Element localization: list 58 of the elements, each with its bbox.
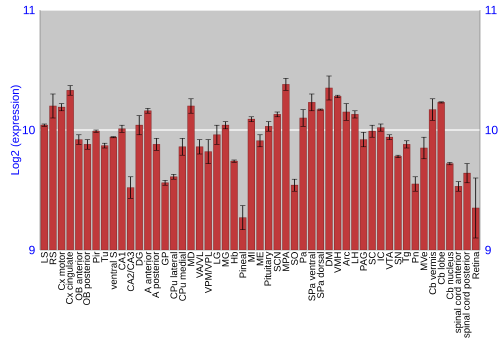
x-tick-label: Arc	[342, 252, 350, 266]
x-tick-label: MI	[248, 252, 255, 262]
x-tick-label: VMH	[334, 252, 341, 273]
x-tick-label: CA2/CA3	[127, 252, 134, 292]
x-tick-label: A posterior	[152, 252, 161, 298]
x-tick-label: ME	[256, 252, 264, 266]
x-tick-label: VTA	[386, 252, 393, 270]
x-tick-label: Pir	[92, 252, 100, 263]
x-tick-label: SO	[291, 252, 298, 266]
x-tick-label: VA/VL	[196, 252, 204, 278]
x-tick-label: OB anterior	[75, 252, 82, 300]
x-tick-label: Pituitary	[264, 252, 274, 286]
x-tick-label: VPM/VPL	[204, 252, 212, 294]
x-tick-label: MG	[222, 252, 229, 266]
y-tick-label: 9	[29, 246, 35, 254]
y2-tick-label: 9	[485, 246, 491, 254]
x-tick-label: GP	[162, 252, 168, 265]
x-tick-label: MD	[188, 252, 194, 266]
x-tick-label: LS	[40, 252, 48, 263]
x-tick-label: spinal cord posterior	[462, 252, 472, 338]
x-tick-label: OB posterior	[82, 252, 92, 306]
x-tick-label: SPa dorsal	[316, 252, 324, 298]
x-tick-label: spinal cord anterior	[454, 252, 463, 333]
x-tick-label: SN	[394, 252, 402, 264]
x-tick-label: CA1	[118, 252, 126, 270]
x-tick-label: SC	[368, 252, 376, 264]
x-tick-label: IC	[377, 252, 384, 260]
x-tick-label: LH	[352, 252, 358, 264]
x-tick-label: MVe	[420, 252, 428, 270]
x-tick-label: RS	[50, 252, 56, 264]
y-tick-label: 10	[22, 126, 35, 134]
x-tick-label: DM	[326, 252, 332, 266]
x-tick-label: Cb nucleus	[446, 252, 454, 300]
x-tick-label: Cx cingulate	[66, 252, 75, 304]
x-tick-label: LG	[213, 252, 220, 264]
x-tick-label: Pineal	[239, 252, 246, 278]
x-tick-label: Cx motor	[58, 252, 65, 290]
y-axis-title: Log2 (expression)	[10, 85, 22, 174]
x-tick-label: Pn	[412, 252, 419, 263]
x-tick-label: Cb vermis	[429, 252, 436, 294]
x-tick-label: CPu lateral	[170, 252, 178, 299]
y2-tick-label: 10	[486, 126, 498, 134]
x-tick-label: Hb	[230, 252, 238, 264]
x-tick-label: Pa	[300, 252, 306, 263]
x-tick-label: SCN	[274, 252, 281, 272]
x-tick-label: SPa ventral	[308, 252, 316, 301]
x-tick-label: DG	[136, 252, 143, 266]
x-tick-label: Tu	[101, 252, 108, 262]
x-tick-label: CPu medial	[178, 252, 186, 301]
x-tick-label: PAG	[360, 252, 367, 270]
x-tick-label: MPA	[282, 252, 290, 271]
x-tick-label: Tg	[402, 252, 411, 263]
x-tick-label: Retina	[472, 252, 480, 279]
y2-tick-label: 11	[486, 6, 497, 14]
x-tick-label: ventral S	[110, 252, 117, 290]
x-tick-label: Cb lobe	[438, 252, 445, 284]
x-tick-label: A anterior	[144, 252, 152, 294]
y-tick-label: 11	[24, 6, 35, 14]
